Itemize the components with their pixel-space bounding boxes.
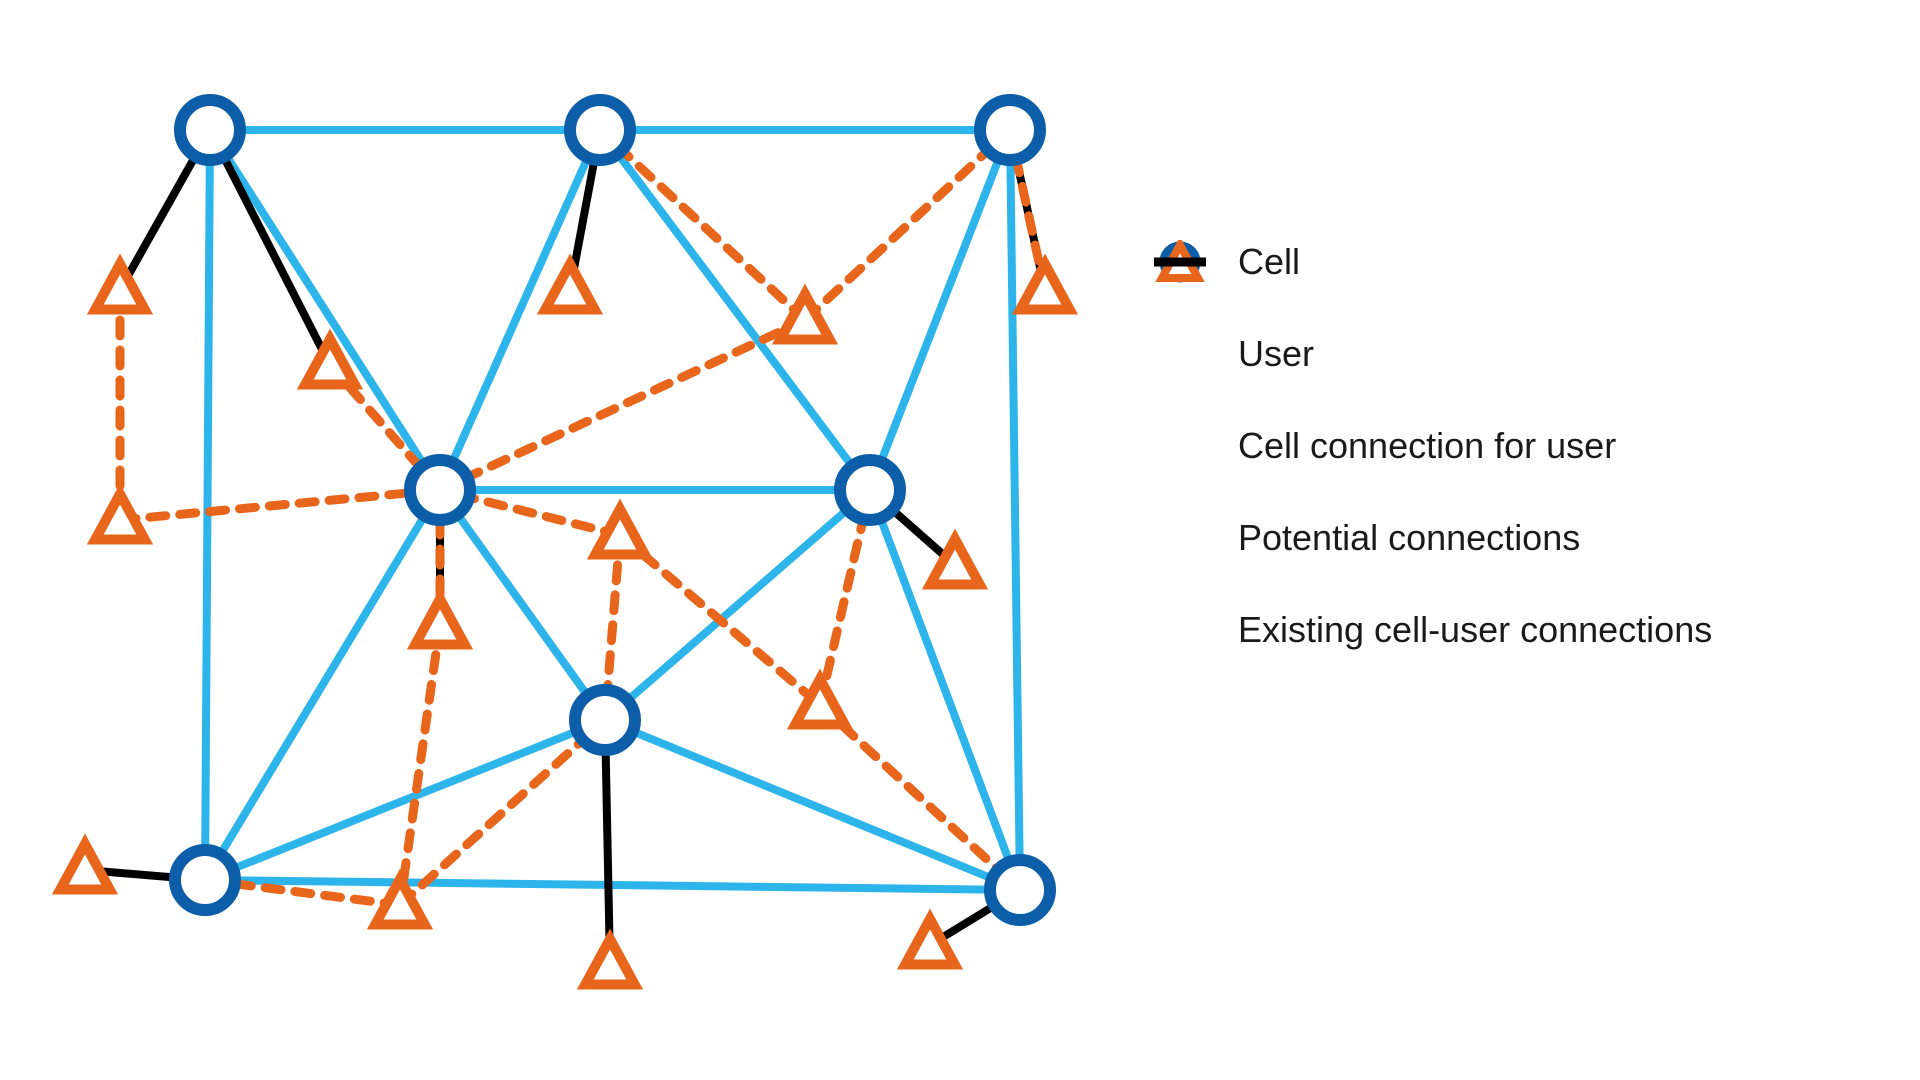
cell-node <box>570 100 630 160</box>
legend-label: Existing cell-user connections <box>1238 609 1712 651</box>
legend-label: Cell connection for user <box>1238 425 1616 467</box>
user-node <box>585 939 634 985</box>
legend-label: User <box>1238 333 1314 375</box>
user-node <box>905 919 954 965</box>
potential-icon <box>1150 516 1210 560</box>
legend: Cell User Cell connection for user Poten… <box>1150 240 1712 652</box>
user-node <box>545 264 594 310</box>
legend-row-user: User <box>1150 332 1712 376</box>
cell-node <box>575 690 635 750</box>
legend-row-existing: Existing cell-user connections <box>1150 608 1712 652</box>
cellconn-icon <box>1150 424 1210 468</box>
cell-node <box>180 100 240 160</box>
user-node <box>1020 264 1069 310</box>
legend-label: Potential connections <box>1238 517 1580 559</box>
cell-node <box>840 460 900 520</box>
user-node <box>95 494 144 540</box>
cell-node <box>980 100 1040 160</box>
cell-node <box>990 860 1050 920</box>
user-node <box>95 264 144 310</box>
user-node <box>595 509 644 555</box>
legend-row-cell: Cell <box>1150 240 1712 284</box>
diagram-stage: Cell User Cell connection for user Poten… <box>0 0 1920 1080</box>
user-node <box>780 294 829 340</box>
existing-icon <box>1150 608 1210 652</box>
legend-label: Cell <box>1238 241 1300 283</box>
cell-node <box>175 850 235 910</box>
user-node <box>415 599 464 645</box>
user-node <box>60 844 109 890</box>
legend-row-cellconn: Cell connection for user <box>1150 424 1712 468</box>
user-node <box>795 679 844 725</box>
cell-node <box>410 460 470 520</box>
legend-row-potential: Potential connections <box>1150 516 1712 560</box>
user-icon <box>1150 332 1210 376</box>
